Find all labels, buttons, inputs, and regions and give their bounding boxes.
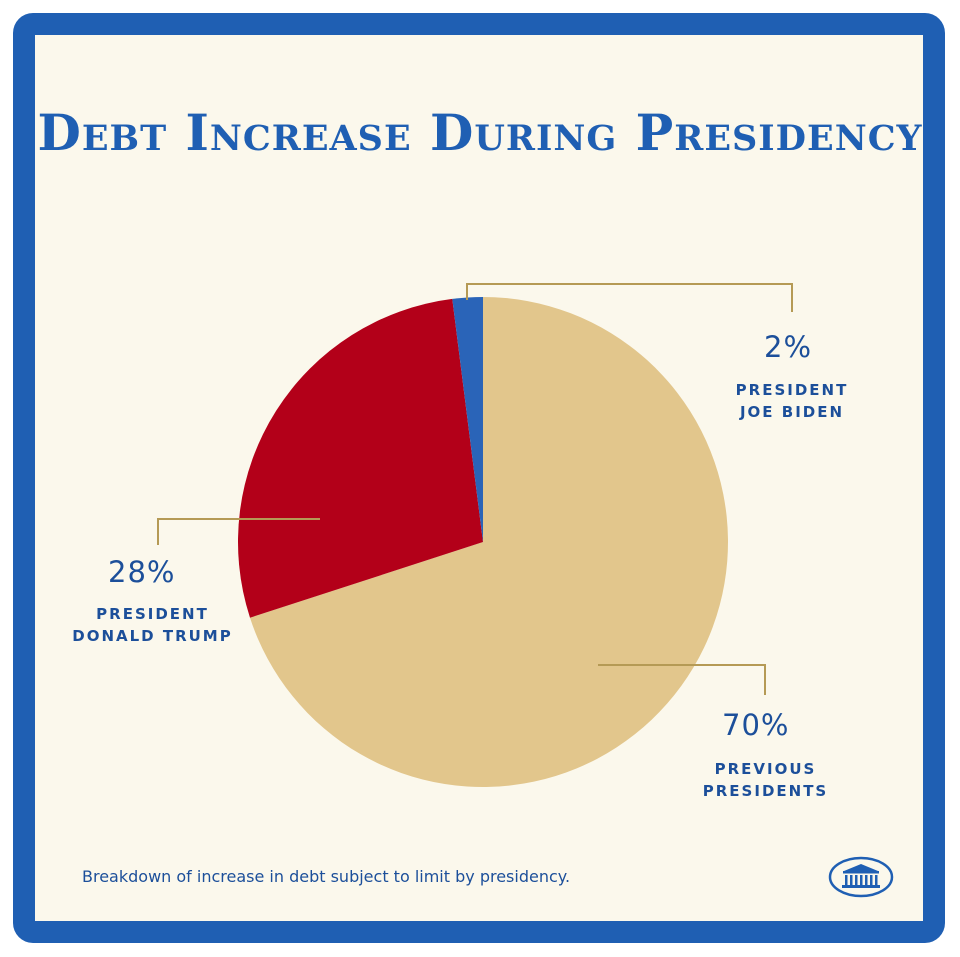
leader-line-biden bbox=[466, 283, 793, 312]
data-label-trump-pct: 28% bbox=[108, 555, 176, 589]
white-house-seal-icon bbox=[828, 856, 894, 898]
chart-caption: Breakdown of increase in debt subject to… bbox=[82, 867, 571, 886]
pie-slice-biden bbox=[452, 297, 483, 542]
data-label-previous-name: PREVIOUS PRESIDENTS bbox=[702, 760, 829, 800]
leader-line-trump bbox=[157, 518, 320, 545]
data-label-previous-pct: 70% bbox=[722, 708, 790, 742]
chart-title: Debt Increase During Presidency bbox=[37, 103, 923, 162]
leader-line-previous bbox=[598, 664, 766, 695]
pie-slice-trump bbox=[237, 298, 483, 618]
data-label-biden-pct: 2% bbox=[764, 330, 813, 364]
data-label-biden-name: PRESIDENT JOE BIDEN bbox=[735, 381, 849, 421]
data-label-trump-name: PRESIDENT DONALD TRUMP bbox=[72, 605, 233, 645]
